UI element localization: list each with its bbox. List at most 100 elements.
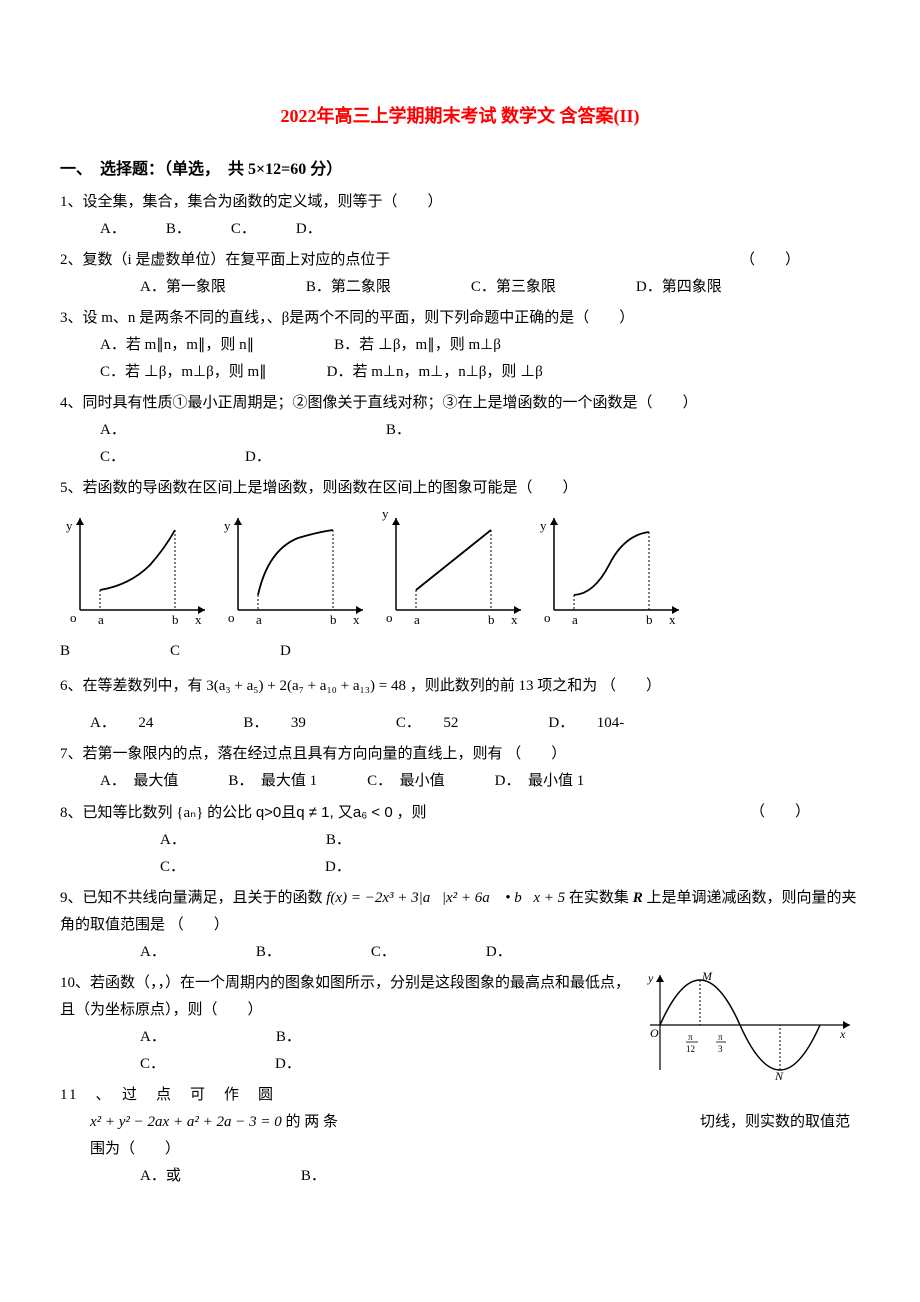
chart-b: y o a b x — [218, 510, 368, 630]
q6-opt-a: A． 24 — [90, 710, 153, 737]
q3-opt-d: D．若 m⊥n，m⊥，n⊥β，则 ⊥β — [327, 359, 543, 386]
question-11: 11 、 过 点 可 作 圆 x² + y² − 2ax + a² + 2a −… — [60, 1082, 860, 1190]
q7-opt-a: A． 最大值 — [100, 768, 178, 795]
q6-text: 6、在等差数列中，有 — [60, 678, 203, 694]
svg-text:x: x — [353, 612, 360, 627]
q1-opt-b: B． — [166, 216, 191, 243]
chart-label-b: B — [60, 638, 70, 665]
q8-cond: q>0且q ≠ 1, 又a₆ < 0 — [256, 804, 393, 821]
question-2: 2、复数（i 是虚数单位）在复平面上对应的点位于 （ ） A．第一象限 B．第二… — [60, 247, 860, 301]
q6-opt-d: D． 104- — [548, 710, 624, 737]
svg-text:12: 12 — [686, 1044, 695, 1054]
q8-tail: ，则 — [396, 805, 426, 821]
q7-text: 7、若第一象限内的点，落在经过点且具有方向向量的直线上，则有 （ ） — [60, 746, 566, 762]
q8-mid: 的公比 — [207, 805, 252, 821]
svg-text:o: o — [544, 610, 551, 625]
question-8: 8、已知等比数列 {aₙ} 的公比 q>0且q ≠ 1, 又a₆ < 0 ，则 … — [60, 799, 860, 881]
svg-text:x: x — [669, 612, 676, 627]
q6-opt-b: B． 39 — [243, 710, 306, 737]
q8-opt-c: C． — [160, 854, 185, 881]
q3-opt-c: C．若 ⊥β，m⊥β，则 m∥ — [100, 359, 267, 386]
q9-opt-b: B． — [256, 939, 281, 966]
q1-opt-c: C． — [231, 216, 256, 243]
chart-d: y o a b x — [534, 510, 684, 630]
q8-opt-b: B． — [326, 827, 351, 854]
question-1: 1、设全集，集合，集合为函数的定义域，则等于（ ） A． B． C． D． — [60, 189, 860, 243]
q8-paren: （ ） — [750, 799, 810, 826]
q2-opt-a: A．第一象限 — [140, 274, 226, 301]
q2-opt-d: D．第四象限 — [636, 274, 722, 301]
charts-row: y o a b x y o a b x y o a b x — [60, 510, 860, 630]
question-7: 7、若第一象限内的点，落在经过点且具有方向向量的直线上，则有 （ ） A． 最大… — [60, 741, 860, 795]
svg-text:O: O — [650, 1026, 659, 1040]
section-header: 一、 选择题：（单选， 共 5×12=60 分） — [60, 156, 860, 185]
svg-text:x: x — [511, 612, 518, 627]
q11-text4: 围为（ ） — [90, 1141, 180, 1157]
question-10: y x O M N π 12 π 3 10、若函数（，，）在一个周期内的图象如图… — [60, 970, 860, 1078]
q7-opt-b: B． 最大值 1 — [228, 768, 317, 795]
q8-text: 8、已知等比数列 — [60, 805, 173, 821]
svg-text:y: y — [540, 518, 547, 533]
svg-text:b: b — [330, 612, 337, 627]
q7-opt-d: D． 最小值 1 — [495, 768, 585, 795]
q9-R: R — [633, 890, 643, 906]
svg-text:M: M — [701, 970, 713, 983]
question-4: 4、同时具有性质①最小正周期是；②图像关于直线对称；③在上是增函数的一个函数是（… — [60, 390, 860, 471]
q11-text3: 切线，则实数的取值范 — [700, 1114, 850, 1130]
q9-opt-a: A． — [140, 939, 166, 966]
svg-text:π: π — [688, 1032, 693, 1042]
svg-text:y: y — [66, 518, 73, 533]
q2-text: 2、复数（i 是虚数单位）在复平面上对应的点位于 — [60, 252, 390, 268]
q10-opt-d: D． — [275, 1051, 301, 1078]
svg-text:x: x — [195, 612, 202, 627]
svg-text:y: y — [224, 518, 231, 533]
q4-opt-b: B． — [386, 417, 411, 444]
q3-opt-b: B．若 ⊥β，m∥，则 m⊥β — [334, 332, 501, 359]
svg-text:a: a — [572, 612, 578, 627]
svg-text:o: o — [228, 610, 235, 625]
svg-text:b: b — [488, 612, 495, 627]
q2-paren: （ ） — [740, 247, 800, 274]
question-3: 3、设 m、n 是两条不同的直线，、β是两个不同的平面，则下列命题中正确的是（ … — [60, 305, 860, 386]
svg-text:a: a — [98, 612, 104, 627]
svg-text:N: N — [774, 1069, 784, 1080]
q11-text2: 的 两 条 — [285, 1114, 338, 1130]
q9-opt-d: D． — [486, 939, 512, 966]
q4-text: 4、同时具有性质①最小正周期是；②图像关于直线对称；③在上是增函数的一个函数是（… — [60, 395, 698, 411]
svg-text:o: o — [70, 610, 77, 625]
q6-formula: 3(a₃ + a₅) + 2(a₇ + a₁₀ + a₁₃) = 48 — [206, 678, 406, 694]
q8-opt-d: D． — [325, 854, 351, 881]
q5-text: 5、若函数的导函数在区间上是增函数，则函数在区间上的图象可能是（ ） — [60, 480, 578, 496]
page-title: 2022年高三上学期期末考试 数学文 含答案(II) — [60, 100, 860, 132]
q11-opt-a: A．或 — [140, 1163, 181, 1190]
q1-text: 1、设全集，集合，集合为函数的定义域，则等于（ ） — [60, 194, 443, 210]
q3-opt-a: A．若 m∥n，m∥，则 n∥ — [100, 332, 254, 359]
chart-label-c: C — [170, 638, 180, 665]
svg-text:o: o — [386, 610, 393, 625]
chart-a: y o a b x — [60, 510, 210, 630]
svg-text:a: a — [414, 612, 420, 627]
svg-text:x: x — [839, 1027, 846, 1041]
question-9: 9、已知不共线向量满足，且关于的函数 f(x) = −2x³ + 3|a⃗|x²… — [60, 885, 860, 966]
q8-opt-a: A． — [160, 827, 186, 854]
q8-seq: {aₙ} — [176, 805, 203, 821]
q4-opt-a: A． — [100, 417, 126, 444]
sine-figure: y x O M N π 12 π 3 — [640, 970, 860, 1090]
svg-text:b: b — [646, 612, 653, 627]
chart-label-d: D — [280, 638, 291, 665]
q11-formula: x² + y² − 2ax + a² + 2a − 3 = 0 — [60, 1114, 282, 1130]
svg-text:y: y — [382, 510, 389, 521]
q4-opt-d: D． — [245, 444, 271, 471]
svg-text:3: 3 — [718, 1044, 723, 1054]
q11-text1: 11 、 过 点 可 作 圆 — [60, 1082, 275, 1109]
svg-text:y: y — [647, 971, 654, 985]
q6-tail: ，则此数列的前 13 项之和为 （ ） — [410, 678, 661, 694]
q1-opt-d: D． — [296, 216, 322, 243]
q3-text: 3、设 m、n 是两条不同的直线，、β是两个不同的平面，则下列命题中正确的是（ … — [60, 310, 634, 326]
chart-labels-row: B C D — [60, 638, 860, 665]
q7-opt-c: C． 最小值 — [367, 768, 445, 795]
q10-opt-c: C． — [140, 1051, 165, 1078]
q10-opt-b: B． — [276, 1024, 301, 1051]
q9-opt-c: C． — [371, 939, 396, 966]
chart-c: y o a b x — [376, 510, 526, 630]
